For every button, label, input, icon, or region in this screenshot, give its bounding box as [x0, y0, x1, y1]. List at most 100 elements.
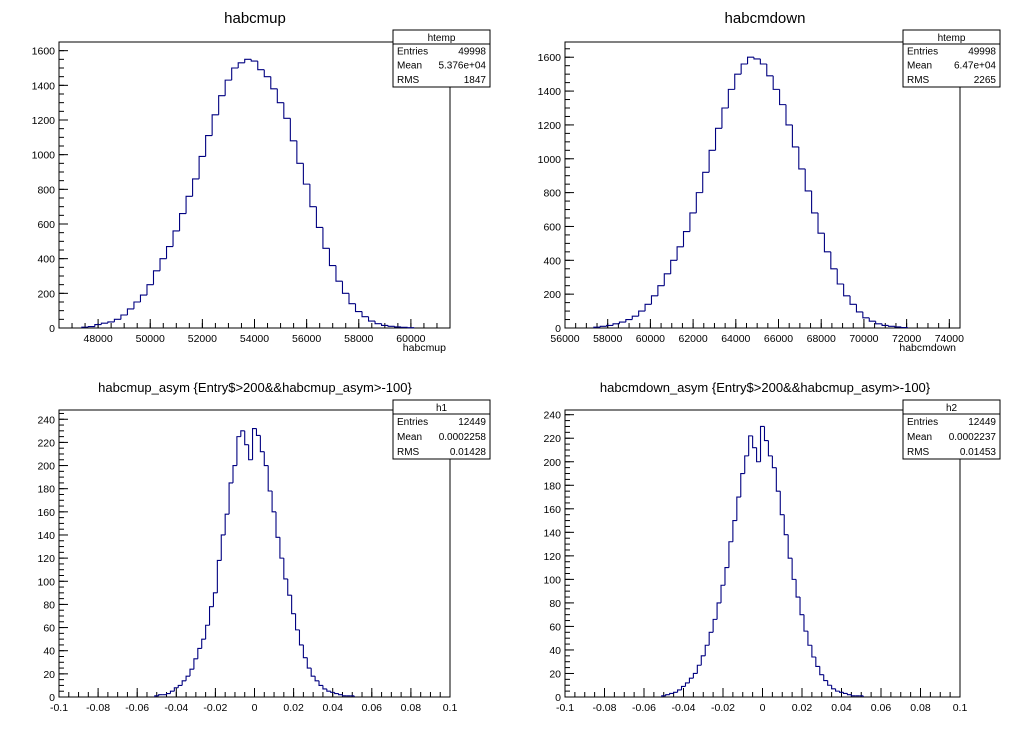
histogram-bin: [159, 258, 167, 271]
stats-box-name: h1: [436, 403, 448, 414]
histogram-bin: [836, 268, 844, 285]
histogram-bin: [868, 317, 876, 322]
stats-value: 0.0002258: [439, 432, 487, 443]
histogram-bin: [767, 440, 773, 457]
histogram-bin: [677, 689, 682, 693]
x-tick-label: -0.08: [86, 702, 110, 714]
histogram-bin: [152, 270, 161, 285]
histogram-bin: [736, 496, 741, 521]
histogram-bin: [657, 285, 665, 296]
histogram-bin: [838, 691, 844, 693]
histogram-bin: [799, 597, 804, 616]
histogram-bin: [850, 694, 856, 697]
histogram-bin: [318, 680, 323, 686]
histogram-bin: [172, 230, 180, 247]
x-tick-label: -0.04: [672, 702, 696, 714]
histogram-bin: [689, 212, 697, 232]
histogram-bin: [747, 56, 754, 64]
histogram-bin: [688, 677, 694, 683]
x-tick-label: 58000: [344, 333, 373, 345]
stats-box: h1 Entries 12449 Mean 0.0002258 RMS 0.01428: [392, 399, 491, 460]
histogram-bin: [250, 59, 258, 62]
histogram-bin: [126, 308, 134, 315]
x-tick-label: 74000: [935, 333, 964, 345]
x-tick-label: 68000: [807, 333, 836, 345]
histogram-bin: [146, 284, 154, 296]
histogram-bin: [236, 436, 241, 466]
histogram-title: habcmdown: [725, 10, 806, 27]
y-tick-label: 200: [543, 457, 561, 469]
histogram-bin: [218, 95, 226, 115]
histogram-bin: [804, 168, 812, 192]
stats-value: 0.0002237: [949, 432, 997, 443]
histogram-bin: [846, 693, 852, 696]
histogram-bin: [208, 606, 214, 626]
x-tick-label: -0.04: [164, 702, 188, 714]
histogram-bin: [224, 513, 230, 535]
y-tick-label: 0: [555, 323, 561, 335]
histogram-bin: [244, 58, 252, 63]
y-tick-label: 400: [37, 254, 55, 266]
histogram-bin: [817, 212, 825, 234]
histogram-bin: [775, 467, 781, 492]
x-tick-label: 0.04: [831, 702, 852, 714]
histogram-bin: [771, 455, 777, 469]
histogram-bin: [753, 57, 761, 60]
histogram-bin: [158, 694, 163, 696]
histogram-bin: [257, 61, 265, 71]
histogram-bin: [759, 58, 767, 65]
histogram-bin: [314, 676, 320, 682]
histogram-bin: [231, 67, 239, 81]
histogram-bin: [704, 644, 710, 656]
stats-key: Mean: [907, 432, 932, 443]
histogram-bin: [827, 680, 832, 686]
histogram-bin: [224, 79, 232, 96]
plot-frame: [58, 409, 451, 698]
histogram-pad-4: habcmdown_asym {Entry$>200&&habcmup_asym…: [543, 380, 1001, 714]
histogram-bin: [335, 265, 343, 282]
x-axis-label: habcmup: [403, 342, 446, 354]
histogram-bin: [849, 295, 857, 305]
y-tick-label: 40: [43, 646, 55, 658]
x-tick-label: 66000: [764, 333, 793, 345]
histogram-bins: [661, 425, 864, 697]
histogram-bin: [198, 155, 206, 179]
stats-key: Entries: [907, 417, 938, 428]
histogram-bin: [665, 694, 670, 696]
y-tick-label: 120: [37, 553, 55, 565]
x-tick-label: 0.06: [362, 702, 383, 714]
histogram-bin: [644, 303, 652, 312]
histogram-bin: [720, 584, 725, 603]
histogram-bin: [811, 645, 816, 658]
y-tick-label: 80: [43, 599, 55, 611]
histogram-title: habcmup_asym {Entry$>200&&habcmup_asym>-…: [98, 380, 412, 395]
histogram-bin: [875, 321, 883, 325]
x-tick-label: 0.06: [871, 702, 892, 714]
histogram-bin: [766, 64, 774, 77]
histogram-bin: [169, 690, 175, 694]
histogram-bin: [673, 691, 678, 694]
x-tick-label: 0.02: [792, 702, 813, 714]
histogram-bin: [275, 511, 280, 538]
stats-box-frame: [902, 399, 1001, 460]
histogram-bin: [309, 184, 317, 208]
y-tick-label: 600: [543, 221, 561, 233]
histogram-bin: [133, 301, 141, 309]
histogram-bin: [255, 428, 261, 437]
histogram-bin: [748, 435, 753, 456]
y-tick-label: 1200: [32, 115, 56, 127]
histogram-bin: [189, 668, 194, 677]
histogram-bin: [599, 325, 607, 328]
histogram-bin: [740, 472, 745, 498]
histogram-bin: [192, 178, 200, 197]
x-tick-label: 60000: [396, 333, 425, 345]
histogram-bin: [139, 294, 147, 302]
histogram-bin: [887, 325, 895, 327]
x-tick-label: 48000: [83, 333, 112, 345]
histogram-bin: [165, 245, 174, 259]
y-tick-label: 200: [37, 461, 55, 473]
y-tick-label: 220: [543, 433, 561, 445]
histogram-bin: [785, 104, 793, 126]
histogram-bin: [120, 314, 128, 320]
y-tick-label: 60: [549, 621, 561, 633]
